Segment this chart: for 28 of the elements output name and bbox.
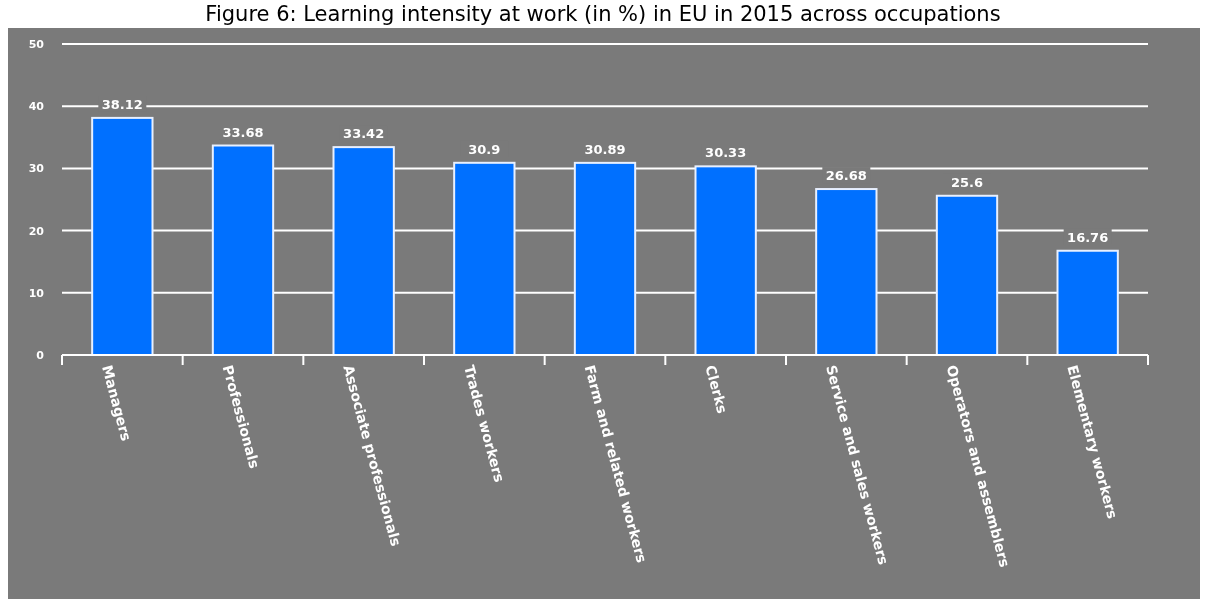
bar — [453, 161, 516, 356]
y-tick-label: 50 — [28, 38, 45, 52]
x-tick-label: Trades workers — [461, 363, 508, 484]
data-label: 30.9 — [468, 141, 501, 157]
bar — [815, 188, 878, 356]
data-label: 26.68 — [825, 168, 867, 184]
bar — [91, 116, 154, 356]
bar — [332, 146, 395, 356]
y-tick-label: 30 — [28, 162, 45, 176]
data-label: 25.6 — [950, 174, 984, 190]
data-label: 33.68 — [222, 124, 264, 140]
data-label: 16.76 — [1067, 229, 1109, 245]
bar — [211, 144, 275, 356]
data-label: 38.12 — [101, 96, 143, 112]
data-label: 33.42 — [343, 126, 385, 142]
y-tick-label: 10 — [28, 286, 45, 300]
bar — [694, 165, 757, 356]
data-label: 30.89 — [584, 141, 626, 157]
bar — [1056, 249, 1119, 356]
y-tick-label: 20 — [28, 224, 45, 238]
x-tick-label: Service and sales workers — [823, 363, 892, 567]
bar — [935, 194, 999, 356]
data-label: 30.33 — [705, 145, 747, 161]
bar — [573, 161, 637, 356]
chart-title: Figure 6: Learning intensity at work (in %) in EU in 2015 across occupations — [205, 2, 1001, 26]
x-tick-label: Clerks — [702, 363, 731, 416]
y-tick-label: 40 — [28, 100, 45, 114]
y-tick-label: 0 — [36, 349, 45, 363]
